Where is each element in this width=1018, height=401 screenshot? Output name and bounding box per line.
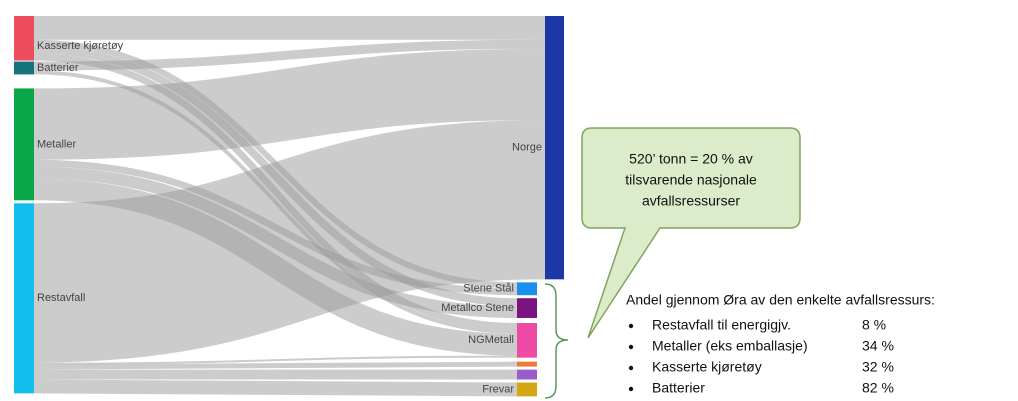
item-value: 34 % (862, 338, 894, 354)
item-value: 82 % (862, 380, 894, 396)
link (33, 355, 518, 365)
node-label: Metaller (37, 138, 76, 150)
node (517, 361, 537, 367)
link (33, 361, 518, 370)
node-label: NGMetall (468, 334, 514, 346)
bullet (628, 323, 634, 329)
callout-text: avfallsressurser (642, 193, 740, 209)
node (517, 298, 537, 319)
item-name: Kasserte kjøretøy (652, 359, 762, 375)
links (33, 15, 546, 397)
callout-text: tilsvarende nasjonale (625, 172, 757, 188)
bracket (544, 283, 569, 399)
node-label: Metallco Stene (441, 302, 514, 314)
node-label: Kasserte kjøretøy (37, 40, 124, 52)
link (33, 48, 546, 160)
node-label: Batterier (37, 62, 79, 74)
node (14, 16, 34, 61)
bullet (628, 344, 634, 350)
node (517, 369, 537, 380)
link (33, 119, 546, 363)
item-name: Batterier (652, 380, 705, 396)
callout-bubble (581, 127, 801, 339)
nodes: Kasserte kjøretøy Batterier Metaller Restav… (14, 16, 564, 397)
link (33, 379, 518, 397)
bullet (628, 365, 634, 371)
node (517, 323, 537, 358)
annotation-list: Restavfall til energigjv. 8 % Metaller (ek… (628, 317, 894, 396)
item-value: 8 % (862, 317, 886, 333)
node-label: Stene Stål (463, 283, 514, 295)
node (14, 88, 34, 201)
link (33, 39, 546, 71)
bullet (628, 386, 634, 392)
node (14, 61, 34, 75)
item-name: Metaller (eks emballasje) (652, 338, 808, 354)
node (545, 16, 564, 280)
node (517, 382, 537, 397)
node-label: Restavfall (37, 292, 85, 304)
node-label: Norge (512, 142, 542, 154)
node-label: Frevar (482, 383, 514, 395)
item-value: 32 % (862, 359, 894, 375)
item-name: Restavfall til energigjv. (652, 317, 791, 333)
annotation-heading: Andel gjennom Øra av den enkelte avfalls… (626, 292, 935, 308)
node (517, 282, 537, 296)
node (14, 203, 34, 394)
callout-text: 520’ tonn = 20 % av (629, 151, 753, 167)
